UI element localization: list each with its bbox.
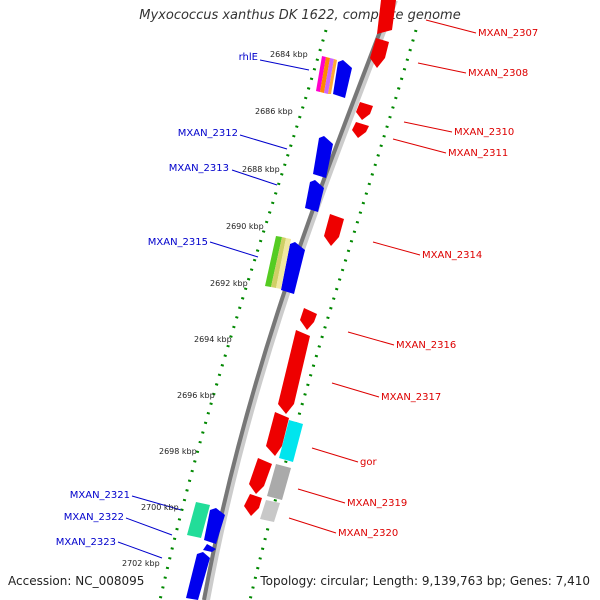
feature-grey-b[interactable] [260, 500, 280, 522]
tick-label: 2688 kbp [242, 165, 280, 174]
feature-rhle-stripes [316, 56, 337, 94]
gene-label-mxan-2316[interactable]: MXAN_2316 [396, 340, 456, 351]
dotted-ruler-left [158, 29, 328, 600]
gene-mxan-2311[interactable] [352, 122, 369, 138]
gene-rhle[interactable] [333, 60, 352, 98]
gene-mxan-2321[interactable] [204, 508, 225, 544]
tick-label: 2698 kbp [159, 447, 197, 456]
gene-mxan-2315[interactable] [281, 242, 305, 294]
feature-grey-a[interactable] [267, 464, 291, 500]
gene-mxan-2312[interactable] [313, 136, 333, 178]
tick-label: 2696 kbp [177, 391, 215, 400]
gene-label-mxan-2314[interactable]: MXAN_2314 [422, 250, 482, 261]
gene-label-mxan-2307[interactable]: MXAN_2307 [478, 28, 538, 39]
reverse-genes [244, 0, 396, 522]
gene-mxan-2322[interactable] [203, 544, 216, 552]
gene-label-mxan-2310[interactable]: MXAN_2310 [454, 127, 514, 138]
gene-label-mxan-2312[interactable]: MXAN_2312 [178, 128, 238, 139]
gene-mxan-2317[interactable] [266, 412, 289, 456]
feature-mxan-2315-stripes [265, 236, 291, 289]
tick-label: 2700 kbp [141, 503, 179, 512]
tick-label: 2702 kbp [122, 559, 160, 568]
tick-label: 2692 kbp [210, 279, 248, 288]
gene-label-mxan-2315[interactable]: MXAN_2315 [148, 237, 208, 248]
forward-gene-labels: rhlE MXAN_2312 MXAN_2313 MXAN_2315 MXAN_… [56, 52, 258, 548]
gene-mxan-2323[interactable] [186, 552, 210, 600]
gene-mxan-2310[interactable] [356, 102, 373, 120]
tick-label: 2686 kbp [255, 107, 293, 116]
gene-label-mxan-2319[interactable]: MXAN_2319 [347, 498, 407, 509]
gene-label-mxan-2313[interactable]: MXAN_2313 [169, 163, 229, 174]
gene-mxan-2314[interactable] [324, 214, 344, 246]
tick-label: 2694 kbp [194, 335, 232, 344]
gene-label-mxan-2317[interactable]: MXAN_2317 [381, 392, 441, 403]
feature-teal[interactable] [187, 502, 210, 538]
gene-label-mxan-2308[interactable]: MXAN_2308 [468, 68, 528, 79]
reverse-connectors [288, 19, 477, 534]
backbone-shadow [202, 0, 398, 600]
gene-label-mxan-2321[interactable]: MXAN_2321 [70, 490, 130, 501]
feature-gor-cyan[interactable] [279, 420, 303, 462]
gene-mxan-2319[interactable] [249, 458, 272, 494]
gene-label-mxan-2323[interactable]: MXAN_2323 [56, 537, 116, 548]
tick-label: 2684 kbp [270, 50, 308, 59]
ruler-ticks: 2684 kbp 2686 kbp 2688 kbp 2690 kbp 2692… [122, 50, 308, 568]
genome-summary: Topology: circular; Length: 9,139,763 bp… [260, 574, 590, 588]
gene-mxan-2307[interactable] [377, 0, 396, 34]
gene-label-mxan-2322[interactable]: MXAN_2322 [64, 512, 124, 523]
gene-mxan-2313[interactable] [305, 180, 324, 212]
gene-mxan-2320[interactable] [244, 494, 262, 516]
gene-label-gor[interactable]: gor [360, 457, 377, 468]
gene-label-rhle[interactable]: rhlE [239, 52, 258, 63]
forward-connectors [117, 59, 310, 559]
forward-genes [186, 56, 352, 600]
gene-mxan-2308[interactable] [370, 38, 389, 68]
gene-mxan-2316[interactable] [278, 330, 310, 414]
gene-mxan-2316-a[interactable] [300, 308, 317, 330]
tick-label: 2690 kbp [226, 222, 264, 231]
accession-label: Accession: NC_008095 [8, 574, 145, 588]
gene-label-mxan-2311[interactable]: MXAN_2311 [448, 148, 508, 159]
reverse-gene-labels: MXAN_2307 MXAN_2308 MXAN_2310 MXAN_2311 … [338, 28, 538, 539]
gene-label-mxan-2320[interactable]: MXAN_2320 [338, 528, 398, 539]
